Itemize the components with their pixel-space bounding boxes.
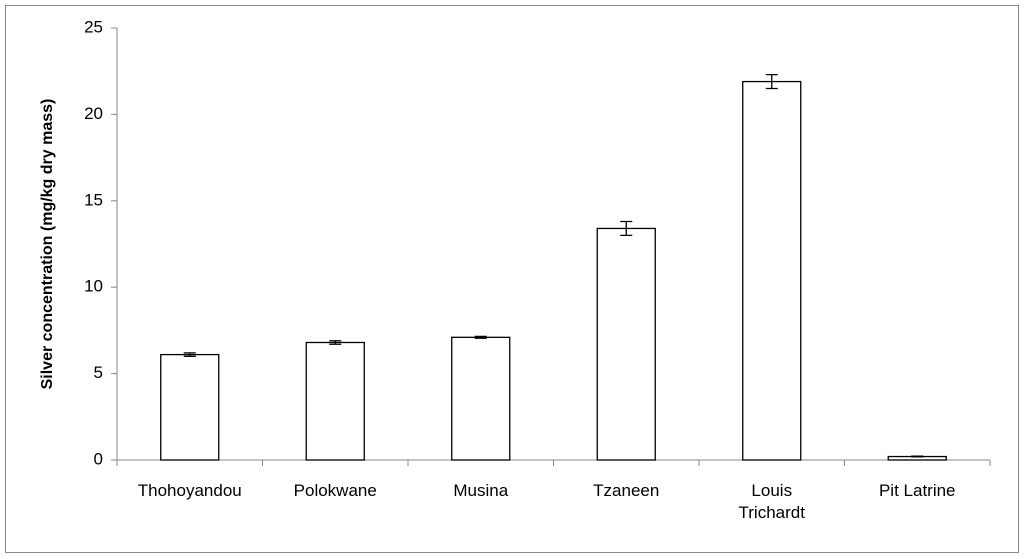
- y-tick-label: 20: [84, 104, 103, 123]
- x-tick-label: Musina: [453, 481, 509, 500]
- error-bar: [474, 335, 487, 339]
- x-tick-label: Pit Latrine: [878, 481, 956, 500]
- y-tick-label: 5: [94, 363, 103, 382]
- x-tick-label: Louis Trichardt: [738, 481, 805, 522]
- y-tick-label: 25: [84, 17, 103, 36]
- bar: [451, 336, 511, 461]
- error-bar: [620, 220, 633, 237]
- y-tick-label: 0: [94, 449, 103, 468]
- bar: [596, 227, 656, 461]
- bar: [160, 353, 220, 461]
- error-bar: [183, 352, 196, 357]
- x-tick-label: Polokwane: [293, 481, 377, 500]
- bar: [742, 80, 802, 461]
- y-axis-label: Silver concentration (mg/kg dry mass): [39, 99, 56, 390]
- error-bar: [329, 340, 342, 345]
- bar: [305, 341, 365, 461]
- x-tick-label: Tzaneen: [593, 481, 660, 500]
- y-tick-label: 15: [84, 190, 103, 209]
- error-bar: [911, 455, 924, 458]
- error-bar: [765, 74, 778, 90]
- y-tick-label: 10: [84, 277, 103, 296]
- chart-border: [5, 5, 1019, 553]
- x-tick-label: Thohoyandou: [137, 481, 242, 500]
